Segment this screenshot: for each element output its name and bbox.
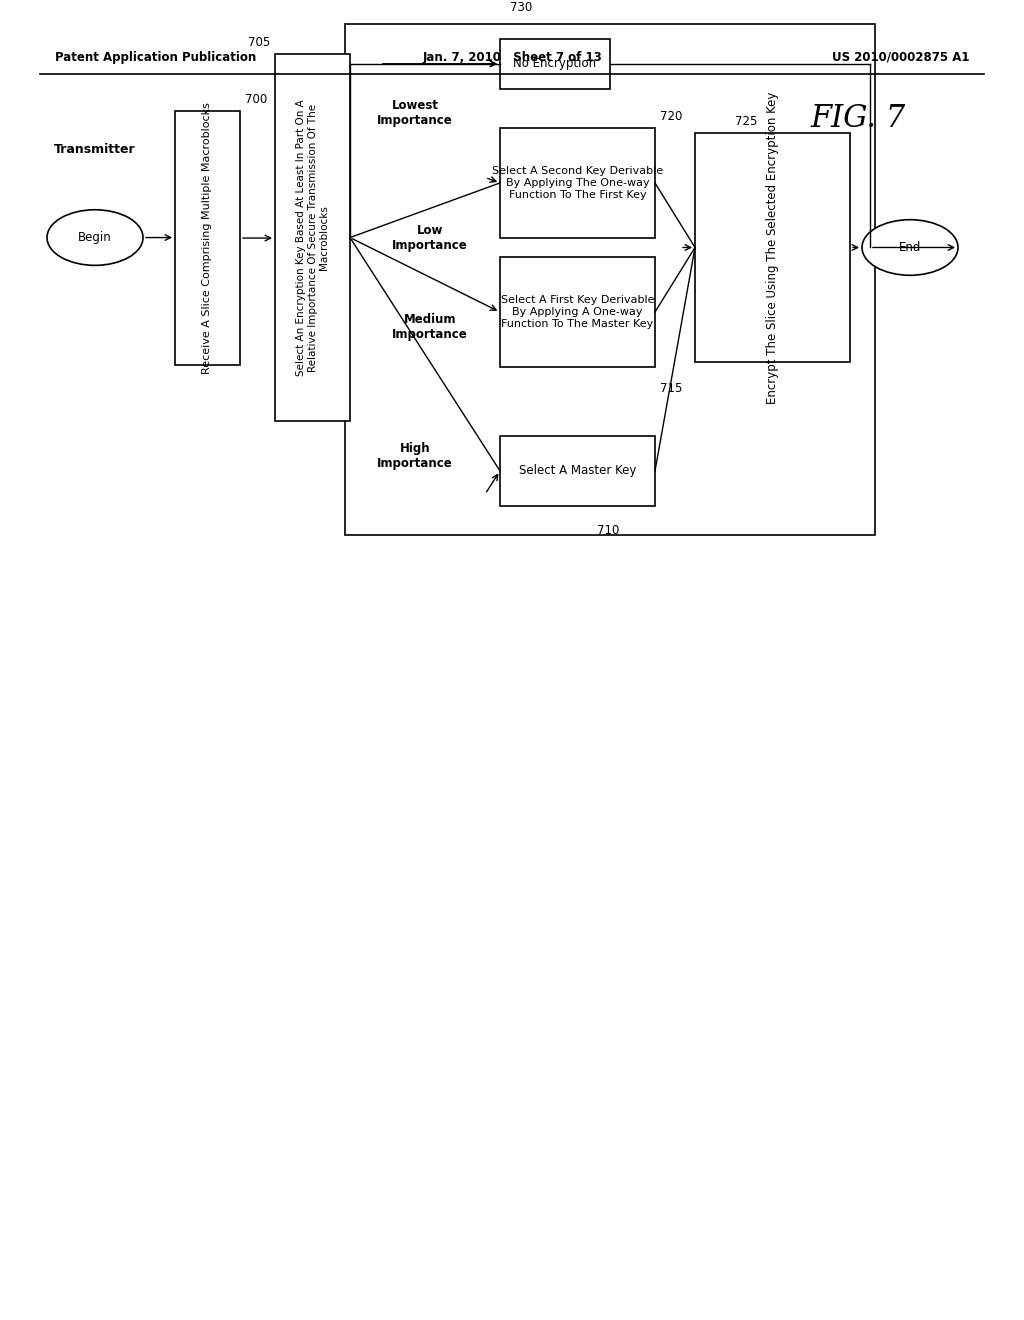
Bar bbox=[500, 128, 655, 238]
Text: Begin: Begin bbox=[78, 231, 112, 244]
Text: 715: 715 bbox=[660, 381, 682, 395]
Text: US 2010/0002875 A1: US 2010/0002875 A1 bbox=[833, 51, 970, 63]
Text: Select A Master Key: Select A Master Key bbox=[519, 465, 636, 478]
Text: High
Importance: High Importance bbox=[377, 442, 453, 470]
Text: 710: 710 bbox=[597, 524, 620, 536]
Text: Select An Encryption Key Based At Least In Part On A
Relative Importance Of Secu: Select An Encryption Key Based At Least … bbox=[296, 99, 329, 376]
Ellipse shape bbox=[862, 219, 958, 276]
Bar bbox=[500, 257, 655, 367]
Text: Jan. 7, 2010   Sheet 7 of 13: Jan. 7, 2010 Sheet 7 of 13 bbox=[422, 51, 602, 63]
Text: Low
Importance: Low Importance bbox=[392, 223, 468, 252]
Bar bbox=[695, 133, 850, 362]
Bar bbox=[275, 54, 350, 421]
Text: 705: 705 bbox=[248, 36, 270, 49]
Text: FIG. 7: FIG. 7 bbox=[810, 103, 905, 135]
Bar bbox=[345, 24, 874, 536]
Text: Patent Application Publication: Patent Application Publication bbox=[55, 51, 256, 63]
Text: Select A First Key Derivable
By Applying A One-way
Function To The Master Key: Select A First Key Derivable By Applying… bbox=[501, 296, 654, 329]
Bar bbox=[500, 436, 655, 506]
Ellipse shape bbox=[47, 210, 143, 265]
Text: No Encryption: No Encryption bbox=[513, 57, 597, 70]
Text: Select A Second Key Derivable
By Applying The One-way
Function To The First Key: Select A Second Key Derivable By Applyin… bbox=[492, 166, 664, 199]
Text: End: End bbox=[899, 242, 922, 253]
Text: Encrypt The Slice Using The Selected Encryption Key: Encrypt The Slice Using The Selected Enc… bbox=[766, 91, 779, 404]
Bar bbox=[500, 40, 610, 88]
Text: Receive A Slice Comprising Multiple Macroblocks: Receive A Slice Comprising Multiple Macr… bbox=[203, 102, 213, 374]
Text: Transmitter: Transmitter bbox=[54, 143, 136, 156]
Text: 725: 725 bbox=[735, 115, 758, 128]
Text: 730: 730 bbox=[510, 1, 532, 15]
Text: 700: 700 bbox=[245, 94, 267, 107]
Bar bbox=[175, 111, 240, 364]
Text: Medium
Importance: Medium Importance bbox=[392, 313, 468, 341]
Text: Lowest
Importance: Lowest Importance bbox=[377, 99, 453, 128]
Text: 720: 720 bbox=[660, 111, 682, 123]
